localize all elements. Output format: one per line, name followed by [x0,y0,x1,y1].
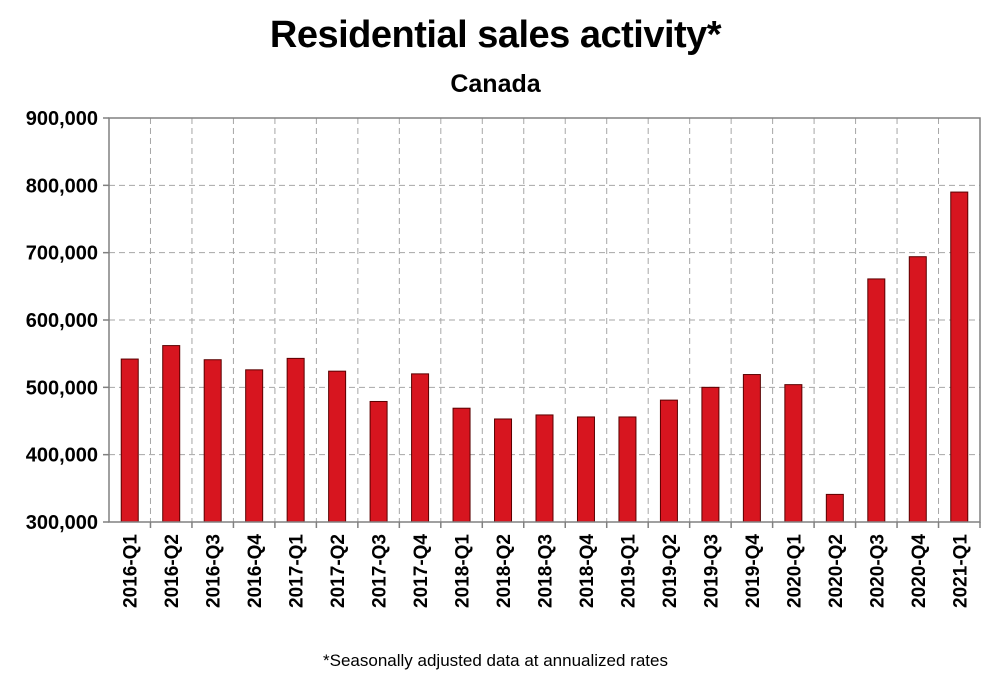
x-tick-label: 2018-Q2 [494,534,515,608]
y-tick-label: 300,000 [26,512,98,534]
plot-frame [108,117,981,523]
bar [369,400,388,523]
footnote: *Seasonally adjusted data at annualized … [323,651,668,670]
bar [659,399,678,523]
y-tick-label: 600,000 [26,310,98,332]
bar [120,358,139,523]
x-tick-label: 2020-Q3 [867,534,888,608]
bar [411,373,430,523]
x-tick-label: 2020-Q2 [826,534,847,608]
x-tick-label: 2019-Q1 [618,534,639,608]
bar [784,384,803,523]
x-tick-label: 2019-Q3 [701,534,722,608]
x-tick-label: 2017-Q1 [287,534,308,608]
x-tick-label: 2020-Q1 [784,534,805,608]
bars [120,191,969,523]
x-tick-label: 2016-Q1 [121,534,142,608]
bar [162,345,181,523]
bar [494,418,513,523]
bar [825,493,844,523]
x-tick-label: 2018-Q3 [536,534,557,608]
x-tick-label: 2019-Q4 [743,534,764,608]
x-tick-label: 2016-Q3 [204,534,225,608]
y-tick-label: 900,000 [26,108,98,130]
x-tick-labels: 2016-Q1 2016-Q2 2016-Q3 2016-Q4 2017-Q1 2017-… [121,534,972,608]
bar [908,256,927,523]
y-tick-label: 800,000 [26,175,98,197]
axes [103,117,981,528]
bar [535,414,554,523]
y-tick-label: 500,000 [26,377,98,399]
bar [742,374,761,523]
bar [203,359,222,523]
y-tick-labels: 300,000 400,000 500,000 600,000 700,000 800,0… [26,108,98,534]
bar [245,369,264,523]
y-tick-label: 400,000 [26,445,98,467]
x-tick-label: 2018-Q1 [453,534,474,608]
x-tick-label: 2019-Q2 [660,534,681,608]
x-tick-label: 2020-Q4 [909,534,930,608]
x-tick-label: 2016-Q4 [245,534,266,608]
bar [618,416,637,523]
bar [286,357,305,523]
bar [867,278,886,523]
bar [328,370,347,523]
x-tick-label: 2018-Q4 [577,534,598,608]
x-tick-label: 2017-Q4 [411,534,432,608]
bar [576,416,595,523]
chart-subtitle: Canada [450,70,541,98]
y-tick-label: 700,000 [26,243,98,265]
bar-chart: 300,000 400,000 500,000 600,000 700,000 800,0… [26,108,981,608]
bar [950,191,969,523]
x-tick-label: 2016-Q2 [162,534,183,608]
chart-title: Residential sales activity* [269,14,722,56]
x-tick-label: 2017-Q3 [370,534,391,608]
bar [452,407,471,523]
x-tick-label: 2017-Q2 [328,534,349,608]
x-tick-label: 2021-Q1 [950,534,971,608]
bar [701,386,720,523]
